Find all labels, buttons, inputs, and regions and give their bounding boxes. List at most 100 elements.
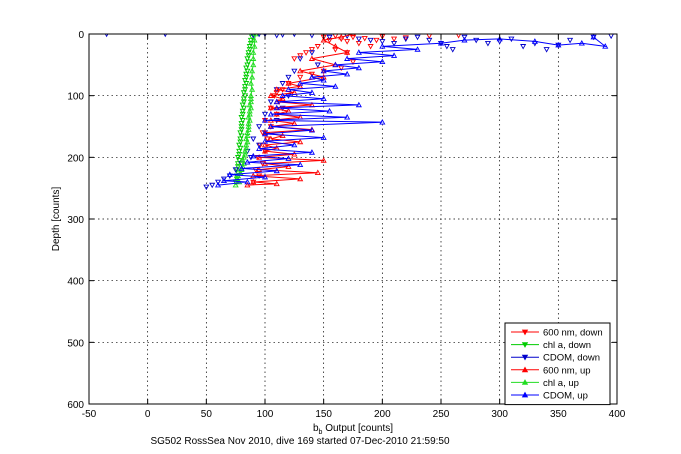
data-point — [241, 93, 249, 99]
data-point — [245, 59, 252, 65]
data-point — [314, 62, 321, 69]
x-axis-label-text: bb Output [counts] — [313, 423, 393, 436]
data-point — [285, 80, 292, 86]
data-point — [236, 158, 243, 164]
data-point — [238, 121, 245, 127]
data-point — [249, 73, 256, 80]
data-point — [238, 124, 245, 130]
data-point — [238, 114, 245, 121]
y-tick-label: 400 — [67, 277, 84, 288]
data-point — [247, 37, 254, 44]
data-point — [215, 181, 222, 188]
x-tick-label: 350 — [550, 409, 567, 420]
data-point — [320, 36, 327, 43]
data-point — [236, 148, 243, 155]
data-point — [245, 50, 252, 56]
data-point — [273, 86, 280, 92]
data-point — [239, 157, 246, 163]
data-point — [261, 173, 269, 180]
data-point — [236, 151, 243, 158]
x-tick-label: 0 — [145, 409, 151, 420]
data-point — [244, 178, 251, 185]
data-point — [244, 181, 251, 188]
legend-marker — [521, 354, 529, 361]
data-point — [355, 101, 362, 108]
data-point — [247, 40, 254, 47]
data-point — [273, 90, 280, 96]
x-tick-label: 150 — [315, 409, 332, 420]
chart-footer: SG502 RossSea Nov 2010, dive 169 started… — [150, 436, 450, 447]
data-point — [245, 53, 252, 59]
legend-entry: chl a, down — [511, 340, 591, 351]
data-point — [243, 65, 250, 72]
x-tick-label: 200 — [374, 409, 391, 420]
legend-entry: CDOM, up — [511, 391, 588, 402]
data-point — [243, 141, 250, 148]
data-point — [543, 47, 550, 53]
data-point — [244, 56, 251, 62]
data-point — [274, 34, 280, 39]
data-point — [261, 129, 269, 135]
data-point — [461, 34, 468, 41]
data-point — [391, 40, 398, 47]
series-1 — [232, 34, 256, 186]
data-point — [291, 141, 298, 148]
data-point — [236, 142, 243, 149]
legend-entry: 600 nm, down — [511, 328, 603, 339]
data-point — [326, 107, 333, 114]
data-point — [344, 49, 351, 55]
data-point — [349, 34, 357, 37]
series-line — [218, 36, 608, 186]
data-point — [240, 105, 247, 112]
data-point — [241, 77, 249, 84]
data-point — [379, 39, 386, 45]
data-point — [243, 81, 250, 87]
data-point — [249, 86, 256, 92]
data-point — [203, 184, 210, 191]
data-point — [602, 43, 609, 49]
data-point — [246, 101, 253, 108]
data-point — [251, 43, 258, 49]
y-tick-label: 300 — [67, 215, 84, 226]
data-point — [291, 56, 298, 62]
data-point — [308, 149, 315, 155]
data-point — [309, 34, 315, 39]
data-point — [261, 147, 269, 154]
data-point — [267, 104, 274, 111]
data-point — [344, 114, 351, 120]
data-point — [297, 53, 304, 59]
x-tick-label: -50 — [82, 409, 97, 420]
data-point — [303, 50, 310, 56]
data-point — [285, 163, 292, 169]
y-tick-label: 500 — [67, 338, 84, 349]
data-point — [239, 118, 246, 124]
data-point — [320, 157, 327, 163]
y-tick-label: 600 — [67, 400, 84, 411]
data-point — [246, 47, 253, 53]
legend-label: CDOM, up — [543, 391, 588, 402]
data-point — [244, 138, 251, 145]
data-point — [355, 36, 362, 43]
data-point — [243, 71, 250, 78]
data-point — [250, 152, 257, 159]
data-point — [215, 179, 222, 186]
data-point — [391, 52, 398, 58]
data-point — [237, 136, 244, 143]
data-point — [279, 92, 286, 98]
data-point — [344, 39, 351, 45]
data-point — [247, 92, 254, 98]
data-point — [379, 58, 386, 65]
data-point — [496, 39, 503, 45]
data-point — [308, 126, 315, 133]
data-point — [220, 176, 227, 183]
data-point — [508, 36, 515, 43]
data-point — [252, 34, 259, 37]
data-point — [226, 171, 233, 177]
legend-label: chl a, down — [543, 340, 591, 351]
data-point — [243, 74, 250, 81]
data-point — [233, 175, 240, 182]
axis-ticks: -50 0 50 100 150 200 250 300 350 400 0 100 200 300 400… — [67, 30, 625, 420]
data-point — [247, 98, 254, 105]
data-point — [332, 83, 339, 89]
